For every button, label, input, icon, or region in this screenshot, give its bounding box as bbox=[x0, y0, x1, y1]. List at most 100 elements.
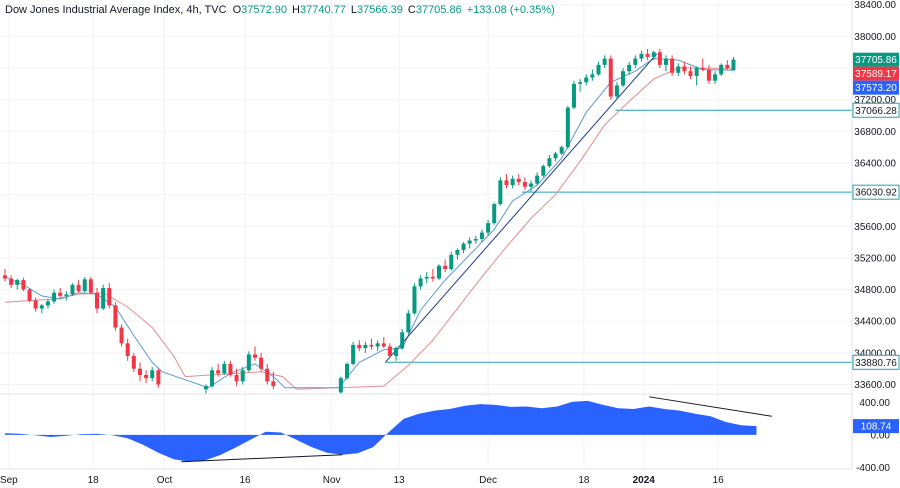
candle-body[interactable] bbox=[125, 343, 130, 357]
candle-body[interactable] bbox=[657, 52, 662, 65]
candle-body[interactable] bbox=[663, 58, 668, 65]
candle-body[interactable] bbox=[670, 58, 675, 73]
candle-body[interactable] bbox=[676, 66, 681, 73]
candle-body[interactable] bbox=[144, 375, 149, 379]
candle-body[interactable] bbox=[455, 250, 460, 255]
candle-body[interactable] bbox=[82, 279, 87, 292]
candle-body[interactable] bbox=[45, 301, 50, 306]
candle-body[interactable] bbox=[39, 305, 44, 309]
time-axis[interactable]: Sep 18 Oct 16 Nov 13 Dec 18 2024 16 bbox=[0, 475, 724, 486]
candle-body[interactable] bbox=[351, 344, 356, 364]
candle-body[interactable] bbox=[357, 344, 362, 349]
candle-body[interactable] bbox=[473, 238, 478, 241]
candle-body[interactable] bbox=[265, 368, 270, 382]
candle-body[interactable] bbox=[150, 370, 155, 379]
candle-body[interactable] bbox=[252, 354, 257, 358]
candle-body[interactable] bbox=[52, 292, 57, 302]
candle-body[interactable] bbox=[101, 287, 106, 309]
candle-body[interactable] bbox=[216, 370, 221, 374]
candle-body[interactable] bbox=[246, 354, 251, 371]
candle-body[interactable] bbox=[700, 68, 705, 70]
candle-body[interactable] bbox=[137, 368, 142, 376]
candle-body[interactable] bbox=[706, 69, 711, 81]
candle-body[interactable] bbox=[443, 265, 448, 269]
candle-body[interactable] bbox=[627, 64, 632, 72]
candle-body[interactable] bbox=[33, 300, 38, 309]
candle-body[interactable] bbox=[369, 344, 374, 347]
candle-body[interactable] bbox=[504, 180, 509, 186]
candle-body[interactable] bbox=[412, 286, 417, 314]
candle-body[interactable] bbox=[64, 294, 69, 296]
candle-body[interactable] bbox=[731, 59, 736, 71]
candle-body[interactable] bbox=[15, 280, 20, 285]
oscillator-area[interactable] bbox=[5, 400, 757, 462]
candle-body[interactable] bbox=[381, 343, 386, 347]
candle-body[interactable] bbox=[437, 265, 442, 279]
candle-body[interactable] bbox=[541, 166, 546, 176]
candle-body[interactable] bbox=[516, 178, 521, 182]
candle-body[interactable] bbox=[228, 363, 233, 376]
candle-body[interactable] bbox=[156, 370, 161, 385]
candle-body[interactable] bbox=[375, 343, 380, 347]
candle-body[interactable] bbox=[578, 82, 583, 84]
candle-body[interactable] bbox=[58, 292, 63, 296]
candle-body[interactable] bbox=[3, 275, 7, 279]
price-pane[interactable] bbox=[3, 49, 852, 396]
candle-body[interactable] bbox=[608, 58, 613, 97]
divergence-line[interactable] bbox=[181, 454, 343, 463]
candle-body[interactable] bbox=[596, 64, 601, 75]
candle-body[interactable] bbox=[113, 305, 118, 328]
candle-body[interactable] bbox=[338, 378, 343, 393]
candle-body[interactable] bbox=[430, 276, 435, 279]
candle-body[interactable] bbox=[719, 64, 724, 75]
candle-body[interactable] bbox=[590, 74, 595, 78]
candle-body[interactable] bbox=[492, 204, 497, 224]
ma-slow-line[interactable] bbox=[4, 67, 734, 390]
candle-body[interactable] bbox=[639, 53, 644, 59]
candle-body[interactable] bbox=[688, 71, 693, 76]
candle-body[interactable] bbox=[479, 232, 484, 239]
candle-body[interactable] bbox=[400, 332, 405, 349]
candle-body[interactable] bbox=[449, 254, 454, 269]
candle-body[interactable] bbox=[645, 53, 650, 57]
candle-body[interactable] bbox=[210, 370, 215, 387]
candle-body[interactable] bbox=[424, 276, 429, 279]
candle-body[interactable] bbox=[394, 348, 399, 357]
candle-body[interactable] bbox=[131, 356, 136, 369]
candle-body[interactable] bbox=[565, 107, 570, 148]
candle-body[interactable] bbox=[486, 223, 491, 233]
candle-body[interactable] bbox=[461, 243, 466, 251]
candle-body[interactable] bbox=[9, 278, 14, 285]
oscillator-axis[interactable]: 400.00 0.00 -400.00 bbox=[856, 398, 890, 474]
candle-body[interactable] bbox=[651, 52, 656, 57]
candle-body[interactable] bbox=[522, 181, 527, 187]
candle-body[interactable] bbox=[107, 287, 112, 306]
candle-body[interactable] bbox=[222, 363, 227, 374]
candle-body[interactable] bbox=[535, 175, 540, 184]
candle-body[interactable] bbox=[694, 68, 699, 76]
candle-body[interactable] bbox=[406, 313, 411, 333]
candle-body[interactable] bbox=[234, 375, 239, 382]
candle-body[interactable] bbox=[547, 158, 552, 167]
candle-body[interactable] bbox=[344, 363, 349, 379]
candle-body[interactable] bbox=[682, 66, 687, 72]
candle-body[interactable] bbox=[529, 183, 534, 187]
trendline[interactable] bbox=[384, 53, 658, 363]
candle-body[interactable] bbox=[27, 289, 32, 301]
legend-header[interactable]: Dow Jones Industrial Average Index, 4h, … bbox=[5, 4, 555, 16]
candle-body[interactable] bbox=[498, 180, 503, 205]
candle-body[interactable] bbox=[95, 292, 100, 309]
candle-body[interactable] bbox=[363, 344, 368, 349]
candle-body[interactable] bbox=[240, 370, 245, 382]
divergence-line[interactable] bbox=[649, 396, 772, 417]
candle-body[interactable] bbox=[633, 58, 638, 65]
candle-body[interactable] bbox=[571, 83, 576, 108]
candle-body[interactable] bbox=[725, 64, 730, 69]
candle-body[interactable] bbox=[467, 240, 472, 244]
candle-body[interactable] bbox=[418, 278, 423, 287]
oscillator-pane[interactable] bbox=[5, 396, 772, 463]
candle-body[interactable] bbox=[584, 77, 589, 83]
candle-body[interactable] bbox=[21, 280, 26, 290]
candle-body[interactable] bbox=[119, 327, 124, 344]
candle-body[interactable] bbox=[553, 153, 558, 159]
